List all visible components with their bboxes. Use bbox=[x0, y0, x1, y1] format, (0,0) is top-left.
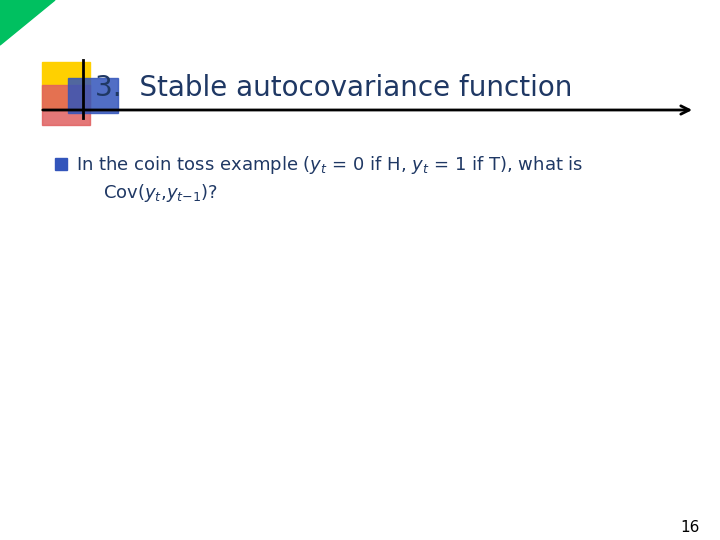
Bar bbox=[42, 85, 90, 125]
Text: In the coin toss example ($y_t$ = 0 if H, $y_t$ = 1 if T), what is: In the coin toss example ($y_t$ = 0 if H… bbox=[76, 154, 583, 176]
Text: Cov($y_t$,$y_{t\mathrm{-}1}$)?: Cov($y_t$,$y_{t\mathrm{-}1}$)? bbox=[103, 182, 218, 204]
Bar bbox=[55, 158, 67, 170]
Polygon shape bbox=[0, 0, 55, 45]
Bar bbox=[42, 62, 90, 110]
Bar bbox=[68, 78, 118, 113]
Text: 16: 16 bbox=[680, 521, 700, 536]
Text: 3.  Stable autocovariance function: 3. Stable autocovariance function bbox=[95, 74, 572, 102]
